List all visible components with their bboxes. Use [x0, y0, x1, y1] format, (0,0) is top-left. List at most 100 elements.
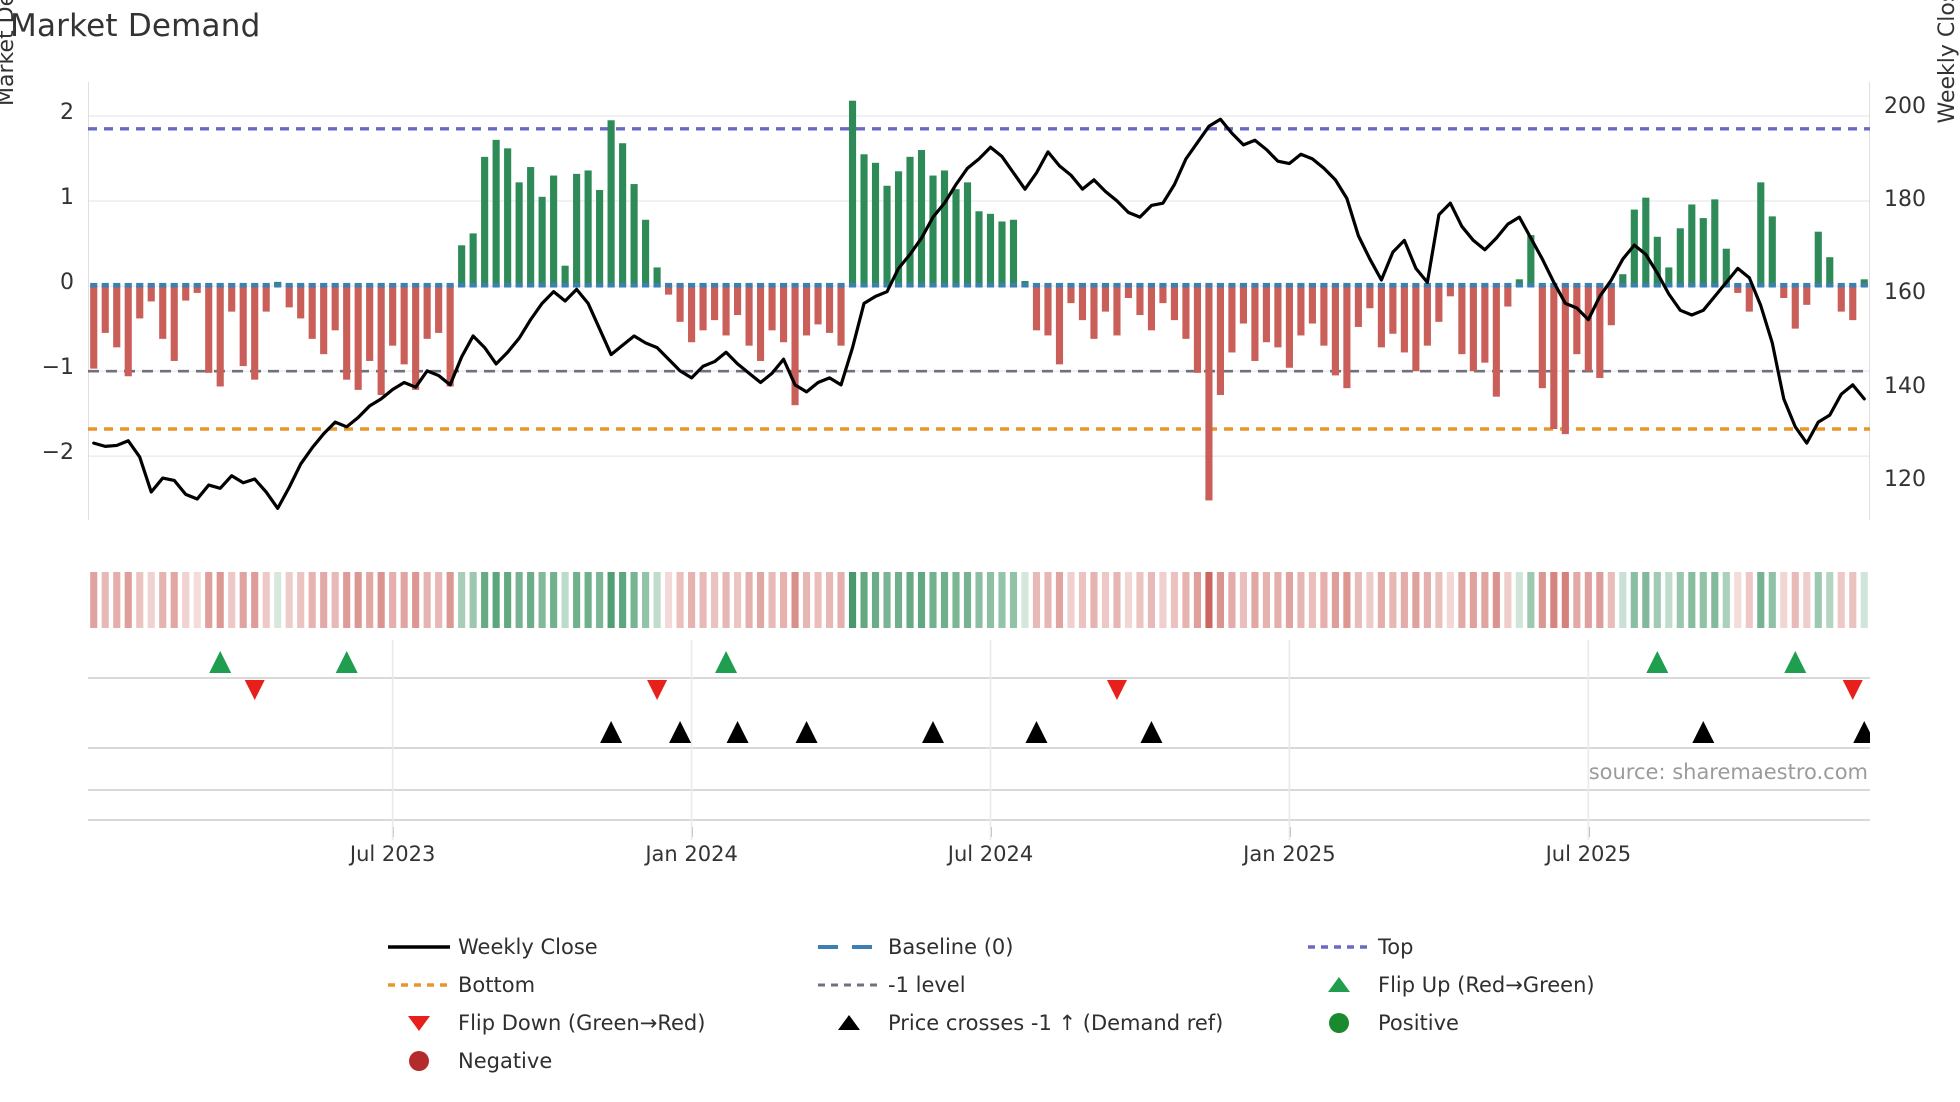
baseline-segment	[1147, 282, 1156, 288]
heatmap-cell	[871, 572, 880, 628]
heatmap-cell	[1676, 572, 1684, 628]
heatmap-cell	[1745, 572, 1753, 628]
legend-item-empty	[1300, 1042, 1640, 1080]
heatmap-cell	[1262, 572, 1270, 628]
heatmap-cell	[331, 572, 339, 628]
demand-bar-negative	[1320, 286, 1328, 346]
demand-bar-positive	[561, 265, 569, 287]
baseline-segment	[228, 282, 236, 288]
demand-bar-negative	[1573, 286, 1581, 355]
baseline-segment	[550, 282, 558, 288]
legend-item[interactable]: Flip Down (Green→Red)	[380, 1004, 810, 1042]
heatmap-cell	[584, 572, 592, 628]
heatmap-cell	[1757, 572, 1765, 628]
heatmap-cell	[182, 572, 190, 628]
demand-bar-positive	[1860, 279, 1868, 287]
heatmap-cell	[124, 572, 132, 628]
heatmap-cell	[297, 572, 305, 628]
legend-label: -1 level	[888, 973, 966, 997]
baseline-segment	[883, 282, 891, 288]
heatmap-cell	[389, 572, 397, 628]
demand-bar-negative	[1584, 286, 1592, 372]
demand-bar-negative	[1400, 286, 1408, 353]
demand-bar-negative	[400, 286, 408, 365]
heatmap-cell	[515, 572, 523, 628]
baseline-segment	[894, 282, 903, 288]
demand-bar-positive	[596, 190, 604, 287]
y-tick-left: 0	[60, 270, 74, 296]
legend-item[interactable]: Weekly Close	[380, 928, 810, 966]
flip-up-marker	[1646, 651, 1669, 673]
demand-bar-positive	[550, 175, 558, 287]
baseline-segment	[1630, 282, 1638, 288]
demand-bar-positive	[1619, 274, 1627, 287]
legend-item[interactable]: Top	[1300, 928, 1640, 966]
baseline-segment	[1044, 282, 1052, 288]
baseline-segment	[1665, 282, 1673, 288]
heatmap-cell	[527, 572, 535, 628]
legend-key	[1300, 934, 1378, 960]
baseline-segment	[676, 282, 684, 288]
legend-item[interactable]: Positive	[1300, 1004, 1640, 1042]
demand-bar-negative	[1377, 286, 1385, 348]
baseline-segment	[1262, 282, 1270, 288]
heatmap-cell	[170, 572, 178, 628]
legend-item[interactable]: Bottom	[380, 966, 810, 1004]
legend-row: Weekly Close Baseline (0) Top	[380, 928, 1640, 966]
demand-bar-negative	[837, 286, 845, 346]
heatmap-cell	[1331, 572, 1339, 628]
demand-bar-negative	[1285, 286, 1293, 368]
heatmap-cell	[446, 572, 454, 628]
demand-bar-negative	[343, 286, 351, 380]
baseline-segment	[1596, 282, 1604, 288]
demand-bar-negative	[320, 286, 328, 355]
green-up-triangle-icon	[1328, 977, 1350, 992]
baseline-segment	[389, 282, 397, 288]
legend-item[interactable]: Flip Up (Red→Green)	[1300, 966, 1640, 1004]
baseline-segment	[343, 282, 351, 288]
baseline-segment	[814, 282, 822, 288]
demand-bar-positive	[1814, 231, 1822, 287]
baseline-segment	[1584, 282, 1592, 288]
baseline-segment	[205, 282, 213, 288]
demand-bar-negative	[297, 286, 305, 319]
heatmap-cell	[1860, 572, 1868, 628]
heatmap-cell	[193, 572, 201, 628]
dashed-blue-line-icon	[818, 945, 880, 949]
baseline-segment	[182, 282, 190, 288]
heatmap-cell	[619, 572, 627, 628]
demand-bar-negative	[205, 286, 213, 373]
legend-item[interactable]: Baseline (0)	[810, 928, 1300, 966]
heatmap-cell	[906, 572, 914, 628]
legend-label: Negative	[458, 1049, 553, 1073]
demand-bar-negative	[251, 286, 259, 380]
baseline-segment	[1458, 282, 1466, 288]
heatmap-cell	[1354, 572, 1362, 628]
demand-bar-positive	[986, 213, 995, 287]
demand-bar-negative	[124, 286, 132, 377]
baseline-segment	[1653, 282, 1661, 288]
demand-bar-negative	[768, 286, 776, 331]
baseline-segment	[1389, 282, 1397, 288]
heatmap-cell	[1285, 572, 1293, 628]
demand-bar-negative	[1791, 286, 1799, 329]
demand-bar-negative	[1492, 286, 1500, 397]
baseline-segment	[101, 282, 109, 288]
demand-bar-negative	[182, 286, 190, 301]
demand-bar-negative	[170, 286, 178, 361]
x-tick-label: Jul 2024	[947, 842, 1034, 866]
legend-item[interactable]: Price crosses -1 ↑ (Demand ref)	[810, 1004, 1300, 1042]
legend-item[interactable]: Negative	[380, 1042, 810, 1080]
heatmap-cell	[1078, 572, 1087, 628]
heatmap-cell	[354, 572, 362, 628]
heatmap-cell	[665, 572, 673, 628]
heatmap-cell	[1504, 572, 1512, 628]
baseline-segment	[504, 282, 512, 288]
demand-bar-negative	[1837, 286, 1845, 312]
legend-item[interactable]: -1 level	[810, 966, 1300, 1004]
flip-down-marker	[647, 680, 668, 700]
baseline-segment	[1469, 282, 1477, 288]
demand-bar-negative	[1481, 286, 1489, 363]
baseline-segment	[756, 282, 765, 288]
demand-bar-positive	[1653, 236, 1661, 287]
